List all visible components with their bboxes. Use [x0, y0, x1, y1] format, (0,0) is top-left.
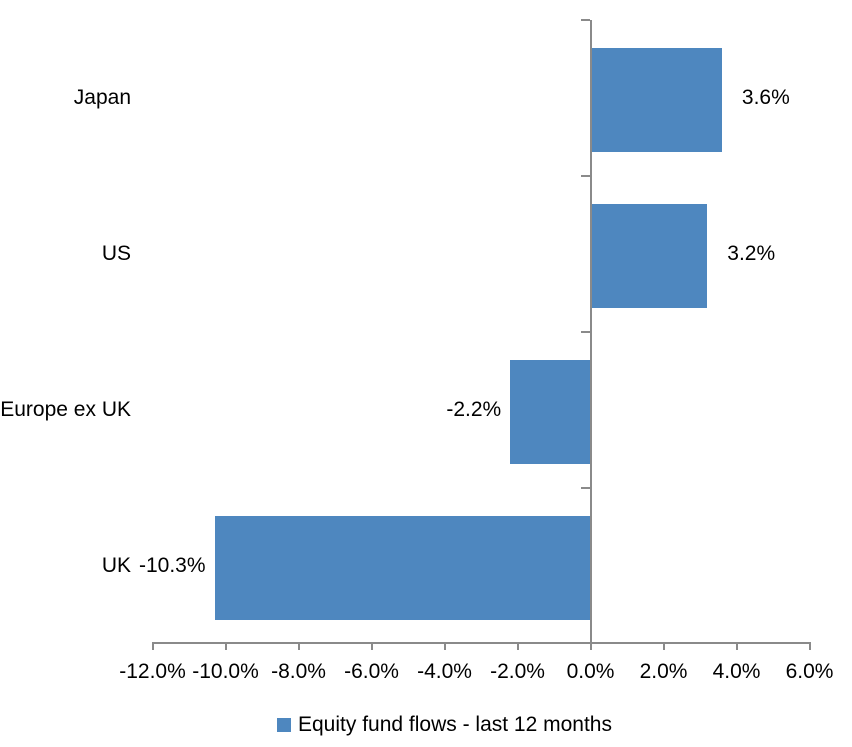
legend-label: Equity fund flows - last 12 months	[298, 713, 612, 736]
x-axis-tick-label: -8.0%	[271, 660, 326, 683]
x-axis-tick	[443, 644, 446, 650]
x-axis-tick-label: -10.0%	[192, 660, 259, 683]
x-axis-tick	[370, 644, 373, 650]
x-axis-tick	[151, 644, 154, 650]
bar-europe-ex-uk	[510, 360, 591, 464]
x-axis-tick-label: -2.0%	[490, 660, 545, 683]
x-axis-tick	[808, 644, 811, 650]
category-label: US	[101, 242, 131, 265]
x-axis-tick-label: -4.0%	[417, 660, 472, 683]
data-label: -2.2%	[446, 398, 502, 421]
x-axis-tick	[516, 644, 519, 650]
y-axis-tick	[580, 19, 590, 21]
x-axis-tick-label: 0.0%	[566, 660, 615, 683]
data-label: 3.6%	[741, 86, 790, 109]
x-axis-tick-label: 4.0%	[712, 660, 761, 683]
bar-japan	[590, 48, 722, 152]
x-axis-tick-label: 2.0%	[639, 660, 688, 683]
x-axis-tick	[735, 644, 738, 650]
x-axis-line	[151, 642, 811, 644]
y-axis-tick	[580, 331, 590, 333]
legend: Equity fund flows - last 12 months	[277, 711, 612, 739]
category-label: UK	[101, 554, 131, 577]
x-axis-tick-label: -12.0%	[119, 660, 186, 683]
data-label: 3.2%	[727, 242, 776, 265]
y-axis-line	[589, 20, 592, 650]
bar-uk	[214, 516, 591, 620]
legend-swatch-icon	[277, 718, 291, 732]
x-axis-tick-label: 6.0%	[785, 660, 834, 683]
data-label: -10.3%	[139, 554, 206, 577]
x-axis-tick-label: -6.0%	[344, 660, 399, 683]
x-axis-tick	[589, 644, 592, 650]
x-axis-tick	[662, 644, 665, 650]
bar-us	[590, 204, 708, 308]
x-axis-tick	[224, 644, 227, 650]
y-axis-tick	[580, 175, 590, 177]
category-label: Europe ex UK	[0, 398, 131, 421]
x-axis-tick	[297, 644, 300, 650]
category-label: Japan	[73, 86, 131, 109]
y-axis-tick	[580, 487, 590, 489]
